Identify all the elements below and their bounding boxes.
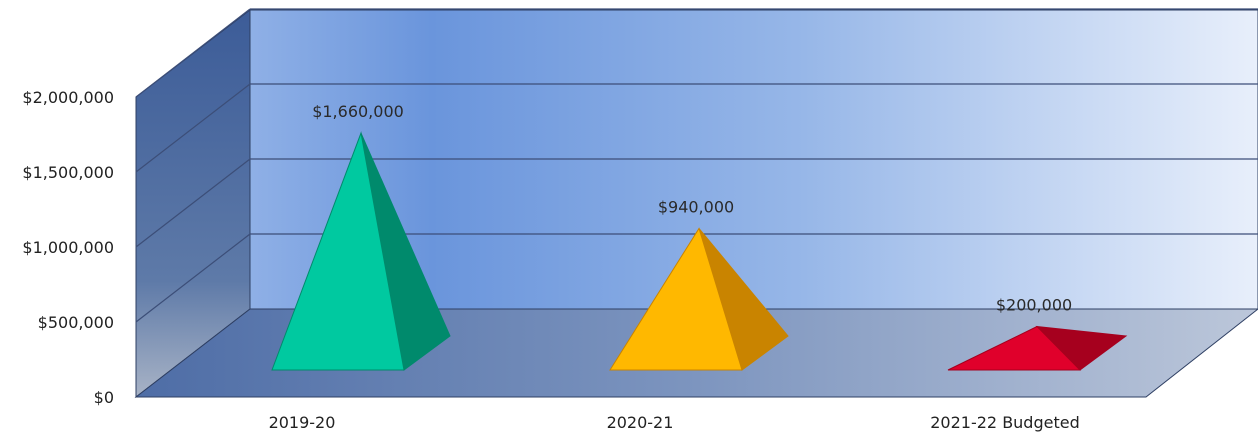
x-axis: 2019-20 2020-21 2021-22 Budgeted [269,413,1080,432]
x-category-label: 2019-20 [269,413,336,432]
gridlines [135,8,1258,323]
y-tick-label: $2,000,000 [22,88,114,107]
gridline [135,158,251,248]
y-tick-label: $1,000,000 [22,238,114,257]
pyramid-front-face [609,227,743,371]
gridline [135,8,251,98]
x-category-label: 2020-21 [607,413,674,432]
data-label: $200,000 [996,296,1072,315]
y-axis: $0 $500,000 $1,000,000 $1,500,000 $2,000,000 [22,88,114,407]
pyramid-3: $200,000 [947,296,1128,371]
pyramid-2: $940,000 [609,197,789,371]
pyramid-1: $1,660,000 [271,102,451,371]
plot-area: $0 $500,000 $1,000,000 $1,500,000 $2,000,000… [22,8,1258,432]
gridline [135,233,251,323]
pyramid-front-face [947,325,1082,371]
data-label: $1,660,000 [312,102,404,121]
x-category-label: 2021-22 Budgeted [930,413,1079,432]
gridline [135,83,251,173]
data-label: $940,000 [658,197,734,216]
y-tick-label: $1,500,000 [22,163,114,182]
y-tick-label: $0 [94,388,114,407]
pyramids: $1,660,000 $940,000 $200,000 [271,102,1128,371]
pyramid-front-face [271,131,405,371]
y-tick-label: $500,000 [38,313,114,332]
